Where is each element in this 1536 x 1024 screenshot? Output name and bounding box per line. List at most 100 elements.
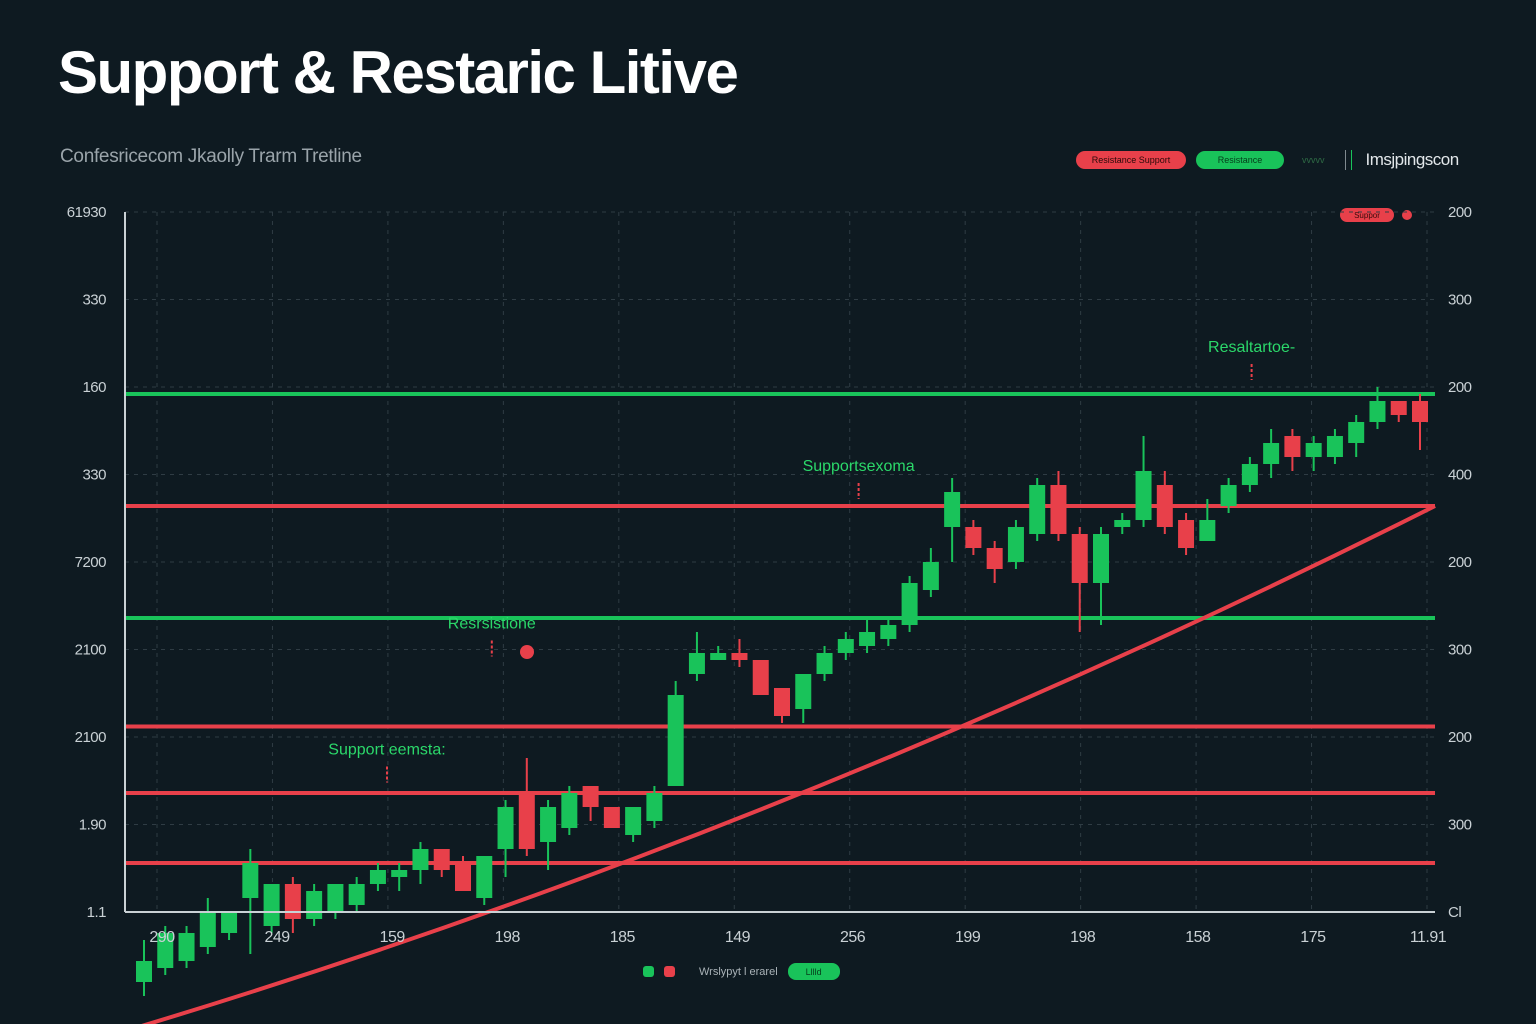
left-y-tick: 1.1 (87, 904, 107, 921)
x-tick: 198 (1070, 929, 1096, 946)
left-y-tick: 61930 (67, 204, 106, 221)
candle-body (1178, 520, 1195, 548)
legend-red-pill: Resistance Support (1076, 151, 1186, 169)
candle-body (1029, 485, 1046, 534)
right-y-tick: 300 (1448, 292, 1472, 309)
x-tick: 185 (610, 929, 636, 946)
candle-body (944, 492, 961, 527)
candle (1412, 394, 1428, 450)
bottom-legend-pill: Lllld (787, 963, 840, 980)
candles (136, 387, 1428, 996)
candle-body (199, 912, 216, 947)
candle (625, 807, 642, 842)
candle (242, 849, 259, 954)
chart-subtitle: Confesricecom Jkaolly Trarm Tretline (60, 146, 362, 167)
candle (1093, 527, 1109, 625)
level-lines (125, 392, 1435, 865)
candle-body (1093, 534, 1109, 583)
right-y-tick: 200 (1448, 554, 1472, 571)
x-tick: 149 (725, 929, 751, 946)
left-y-tick: 330 (82, 467, 106, 484)
x-tick: 256 (840, 929, 866, 946)
candle-body (880, 625, 897, 639)
candle (455, 856, 471, 891)
candle (667, 681, 684, 786)
candle-body (1263, 443, 1280, 464)
right-y-tick: 200 (1448, 204, 1472, 221)
candle-body (178, 933, 195, 961)
candle-body (922, 562, 939, 590)
candle (1305, 436, 1322, 471)
legend-dim-text: vvvvv (1302, 155, 1325, 165)
candle-body (1390, 401, 1407, 415)
candle-body (518, 793, 535, 849)
candle (710, 646, 727, 660)
candle (603, 807, 620, 828)
candle-body (603, 807, 620, 828)
annotations: Resaltartoe- Supportsexoma Resrsistione Sup… (328, 339, 1295, 783)
candle-body (136, 961, 152, 982)
x-tick: 175 (1300, 929, 1326, 946)
candle (476, 856, 493, 905)
candle (221, 912, 238, 940)
candle (1220, 478, 1237, 513)
candle-body (1135, 471, 1152, 520)
candle (540, 800, 557, 870)
candle (178, 926, 195, 968)
candle (199, 898, 216, 954)
left-y-tick: 2100 (75, 642, 107, 659)
candle (136, 940, 152, 996)
left-y-tick: 330 (82, 292, 106, 309)
candle (497, 800, 514, 877)
candle-body (369, 870, 386, 884)
candle (1029, 478, 1046, 541)
candle (369, 863, 386, 891)
left-y-tick: 2100 (75, 729, 107, 746)
candle-body (688, 653, 705, 674)
annotation-label: Resaltartoe- (1208, 339, 1295, 356)
candle-body (774, 688, 790, 716)
candle (901, 576, 918, 632)
candle-body (1156, 485, 1173, 527)
annotation-label: Resrsistione (448, 616, 536, 633)
candle (1348, 415, 1365, 457)
candle (306, 884, 323, 926)
candle-body (455, 863, 471, 891)
candle (412, 842, 429, 884)
candle-body (795, 674, 812, 709)
candle-body (752, 660, 769, 695)
x-tick: 158 (1185, 929, 1211, 946)
candle (348, 877, 365, 912)
candle (880, 618, 897, 646)
left-y-tick: 7200 (75, 554, 107, 571)
candle (688, 632, 705, 681)
candle (986, 541, 1003, 583)
candle-body (497, 807, 514, 849)
candle-body (476, 856, 493, 898)
candle (1284, 429, 1301, 471)
candle (646, 786, 663, 828)
candle-body (646, 793, 663, 821)
candle (752, 660, 769, 695)
candle-body (561, 793, 578, 828)
candle-body (263, 884, 280, 926)
candle (965, 520, 982, 555)
up-swatch (643, 966, 654, 977)
mini-legend-dot-icon (1402, 210, 1412, 220)
candle-body (1412, 401, 1428, 422)
x-tick: 290 (149, 929, 175, 946)
down-swatch (664, 966, 675, 977)
candle (1241, 457, 1258, 492)
candle-body (327, 884, 344, 912)
candle-body (582, 786, 599, 807)
right-y-tick: 400 (1448, 467, 1472, 484)
candle-body (837, 639, 854, 653)
candle (1263, 429, 1280, 478)
candle-body (540, 807, 557, 842)
candle-body (1241, 464, 1258, 485)
axes: 61930 330 160 330 7200 2100 2100 1.90 1.1 200 300 2… (67, 204, 1472, 946)
bottom-legend-text: Wrslypyt l erarel (699, 965, 778, 978)
annotation-label: Supportsexoma (803, 458, 915, 475)
mini-legend-pill: Suppor (1340, 208, 1394, 222)
candle-body (1326, 436, 1343, 457)
